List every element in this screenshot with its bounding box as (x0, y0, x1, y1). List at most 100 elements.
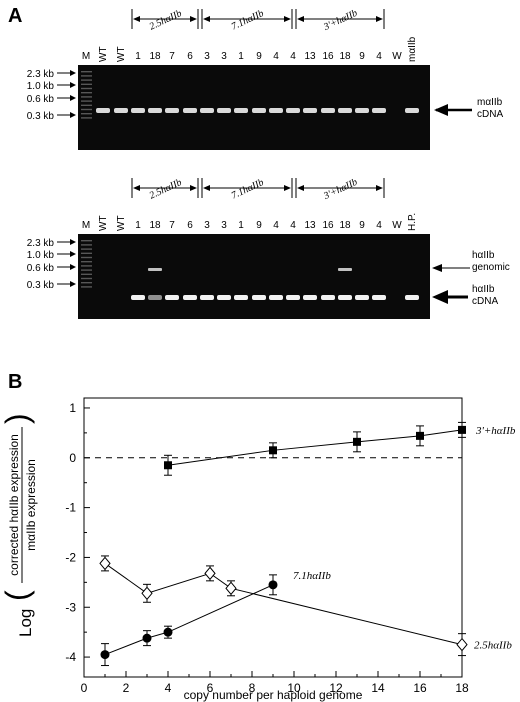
bottom-gel-group: 2.5hαIIb 7.1hαIIb 3'+hαIIb M WT WT 1 18 7 6 3 3 1 9 4… (27, 177, 510, 319)
top-band (372, 108, 386, 113)
ylabel-left-paren: ( (0, 590, 35, 601)
ylabel-right-paren: ) (0, 413, 35, 424)
bot-ladder-band (81, 286, 92, 288)
top-band (96, 108, 110, 113)
top-band (252, 108, 266, 113)
top-group-bracket: 3'+hαIIb (295, 8, 385, 33)
top-group-bracket: 7.1hαIIb (201, 8, 293, 33)
top-band (131, 108, 145, 113)
top-ladder-band (81, 108, 92, 111)
bot-band (405, 295, 419, 300)
data-point-square (458, 425, 466, 434)
bot-group-bracket: 7.1hαIIb (201, 177, 293, 202)
top-lane-label: 18 (339, 51, 351, 62)
genomic-label-line2: genomic (472, 262, 510, 273)
bot-lane-label: 1 (238, 220, 244, 231)
y-tick-label: 0 (69, 451, 76, 465)
bot-size-label: 0.3 kb (27, 280, 55, 291)
top-lane-label: 4 (376, 51, 382, 62)
x-axis-label: copy number per haploid genome (184, 688, 363, 702)
bot-group-label: 7.1hαIIb (230, 177, 266, 202)
top-gel-image (78, 65, 430, 150)
ylabel-numerator: corrected hαIIb expression (7, 434, 21, 576)
bot-ladder-band (81, 282, 92, 284)
x-tick-label: 12 (329, 681, 343, 695)
bot-size-label: 0.6 kb (27, 263, 55, 274)
series-label: 2.5hαIIb (474, 640, 512, 652)
x-tick-label: 16 (413, 681, 427, 695)
bot-ladder-band (81, 261, 92, 263)
top-lane-label: 9 (256, 51, 262, 62)
data-point-circle (142, 633, 152, 643)
data-point-diamond (141, 586, 153, 601)
bot-band (286, 295, 300, 300)
bot-ladder-band (81, 265, 92, 267)
y-tick-label: 1 (69, 401, 76, 415)
top-band (234, 108, 248, 113)
series-line (104, 562, 463, 646)
top-band (405, 108, 419, 113)
top-lane-label: 16 (322, 51, 334, 62)
cdna-label-line2: cDNA (472, 296, 498, 307)
bot-lane-label: 9 (256, 220, 262, 231)
top-gel-arrow (434, 104, 472, 116)
bot-lane-label: 4 (273, 220, 279, 231)
bottom-gel-group-brackets: 2.5hαIIb 7.1hαIIb 3'+hαIIb (131, 177, 385, 202)
top-gel-group: 2.5hαIIb 7.1hαIIb 3'+hαIIb M WT WT 1 18 7 6 3 3 1 9 4… (27, 8, 503, 150)
x-tick-label: 0 (81, 681, 88, 695)
series-label: 3'+hαIIb (475, 425, 516, 437)
y-tick-label: -4 (65, 650, 76, 664)
data-point-diamond (99, 556, 111, 571)
top-band (183, 108, 197, 113)
top-lane-label: WT (98, 46, 109, 62)
y-tick-label: -2 (65, 550, 76, 564)
bot-band (355, 295, 369, 300)
top-lane-label: 13 (304, 51, 316, 62)
data-point-square (416, 431, 424, 440)
top-gel-ladder (81, 71, 92, 119)
x-tick-label: 6 (207, 681, 214, 695)
bot-size-label: 1.0 kb (27, 250, 55, 261)
top-group-label: 7.1hαIIb (230, 8, 266, 33)
cdna-label-line1: hαIIb (472, 284, 495, 295)
data-point-diamond (456, 637, 468, 652)
top-gel-bands (96, 108, 419, 113)
top-band (269, 108, 283, 113)
top-size-label: 0.6 kb (27, 94, 55, 105)
top-band (217, 108, 231, 113)
data-point-circle (100, 650, 110, 660)
top-ladder-band (81, 104, 92, 106)
top-gel-group-brackets: 2.5hαIIb 7.1hαIIb 3'+hαIIb (131, 8, 385, 33)
top-lane-label: M (82, 51, 90, 62)
series-line (104, 584, 274, 656)
bot-band (217, 295, 231, 300)
bot-band (165, 295, 179, 300)
bot-lane-label: 3 (221, 220, 227, 231)
panel-b-ylabel: Log ( corrected hαIIb expression mαIIb e… (0, 413, 38, 637)
top-lane-label: 1 (135, 51, 141, 62)
bottom-gel-size-labels: 2.3 kb1.0 kb 0.6 kb 0.3 kb (27, 238, 76, 291)
top-band-label-line1: mαIIb (477, 97, 503, 108)
series-square: 3'+hαIIb (164, 421, 516, 476)
series-circle: 7.1hαIIb (100, 570, 331, 667)
ylabel-log: Log (16, 609, 35, 637)
top-band (114, 108, 128, 113)
bot-lane-label: 18 (149, 220, 161, 231)
bot-lane-label: 6 (187, 220, 193, 231)
bot-band (200, 295, 214, 300)
bot-band (338, 295, 352, 300)
bot-lane-label: M (82, 220, 90, 231)
bottom-cdna-arrow (432, 290, 468, 304)
top-band-label-line2: cDNA (477, 109, 503, 120)
top-lane-label: 6 (187, 51, 193, 62)
bot-lane-label: 18 (339, 220, 351, 231)
panel-b-letter: B (8, 371, 22, 393)
top-ladder-band (81, 113, 92, 115)
top-lane-label: W (392, 51, 402, 62)
genomic-label-line1: hαIIb (472, 250, 495, 261)
bot-size-label: 2.3 kb (27, 238, 55, 249)
bot-band (148, 295, 162, 300)
